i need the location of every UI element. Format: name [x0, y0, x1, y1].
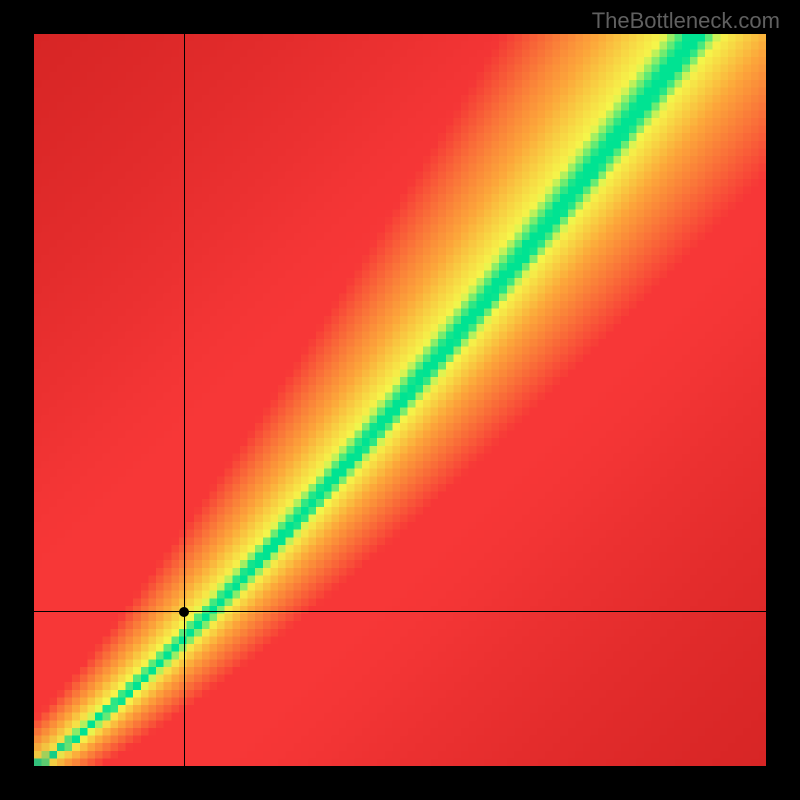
crosshair-horizontal [34, 611, 766, 612]
marker-point [179, 607, 189, 617]
watermark-text: TheBottleneck.com [592, 8, 780, 34]
heatmap-canvas [34, 34, 766, 766]
plot-area [34, 34, 766, 766]
crosshair-vertical [184, 34, 185, 766]
